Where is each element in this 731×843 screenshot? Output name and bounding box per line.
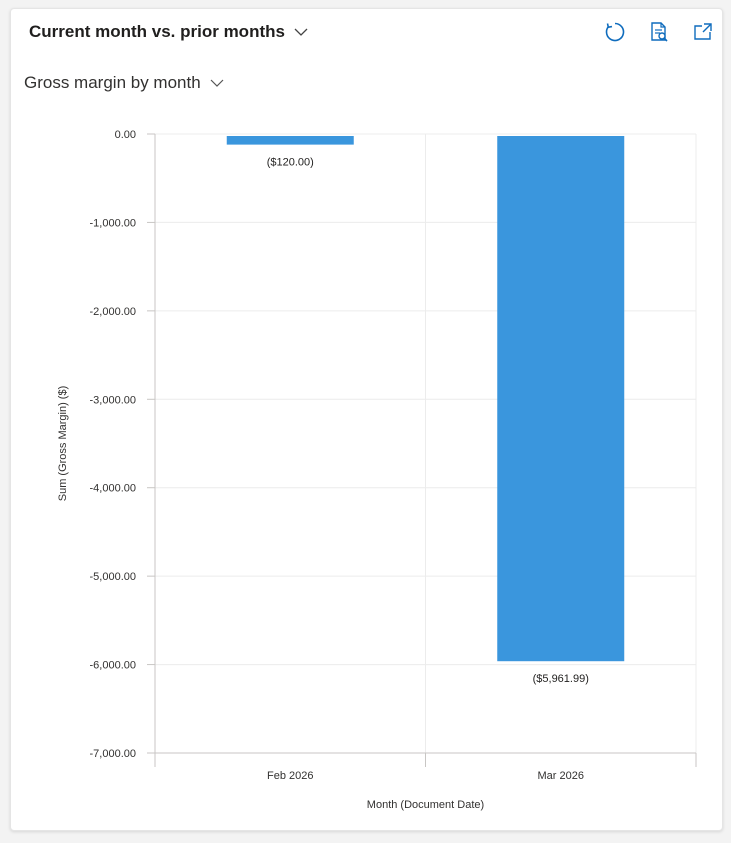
- view-records-icon: [651, 22, 668, 42]
- data-label: ($5,961.99): [533, 673, 589, 685]
- chart-toolbar: [601, 18, 717, 46]
- refresh-icon: [605, 22, 625, 42]
- y-tick-label: -4,000.00: [90, 483, 136, 495]
- chevron-down-icon: [210, 79, 224, 87]
- x-tick-label: Feb 2026: [267, 770, 313, 782]
- y-tick-label: -1,000.00: [90, 217, 136, 229]
- y-tick-label: -5,000.00: [90, 571, 136, 583]
- refresh-button[interactable]: [601, 18, 629, 46]
- y-axis-title: Sum (Gross Margin) ($): [57, 386, 69, 502]
- y-tick-label: -2,000.00: [90, 306, 136, 318]
- y-tick-label: -6,000.00: [90, 660, 136, 672]
- pop-out-button[interactable]: [689, 18, 717, 46]
- pop-out-icon: [694, 23, 712, 40]
- chart-title: Current month vs. prior months: [29, 22, 285, 41]
- view-selector[interactable]: Gross margin by month: [24, 71, 225, 95]
- x-tick-label: Mar 2026: [538, 770, 584, 782]
- y-tick-label: -3,000.00: [90, 394, 136, 406]
- bar: [226, 136, 354, 145]
- view-records-button[interactable]: [645, 18, 673, 46]
- bar: [497, 136, 625, 662]
- y-tick-label: 0.00: [115, 129, 136, 141]
- data-label: ($120.00): [267, 157, 314, 169]
- x-axis-title: Month (Document Date): [367, 799, 484, 811]
- y-tick-label: -7,000.00: [90, 748, 136, 760]
- chart-selector[interactable]: Current month vs. prior months: [29, 20, 309, 44]
- view-label: Gross margin by month: [24, 73, 201, 92]
- chevron-down-icon: [294, 28, 308, 36]
